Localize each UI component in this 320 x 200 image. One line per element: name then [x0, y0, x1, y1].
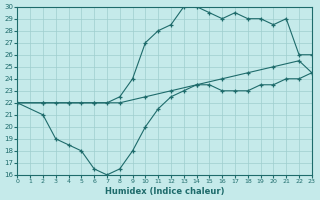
X-axis label: Humidex (Indice chaleur): Humidex (Indice chaleur) — [105, 187, 224, 196]
